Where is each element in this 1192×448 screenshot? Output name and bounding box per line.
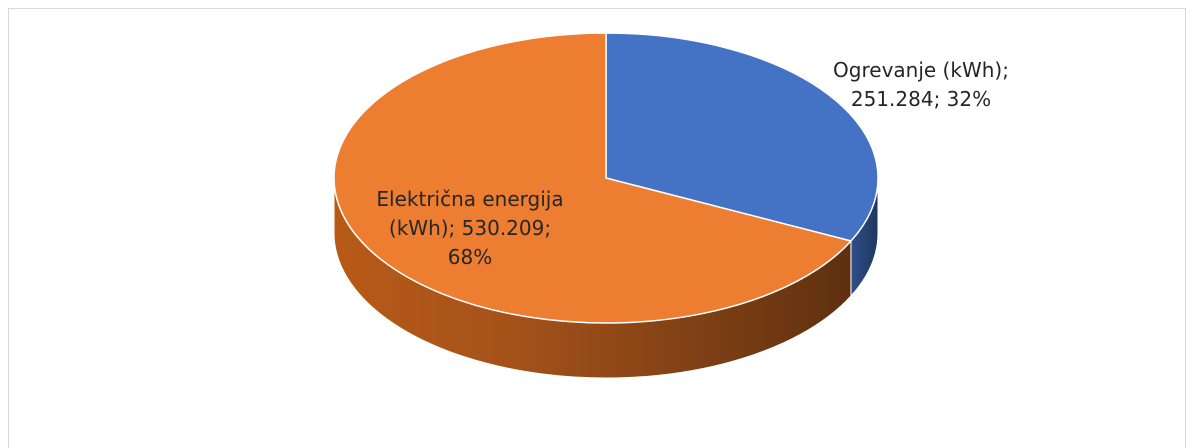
data-label-elektricna: Električna energija (kWh); 530.209; 68% [376, 187, 563, 269]
pie-slice-elektricna [333, 32, 852, 324]
pie-slice-ogrevanje [605, 32, 879, 242]
data-label-ogrevanje: Ogrevanje (kWh); 251.284; 32% [833, 58, 1009, 111]
